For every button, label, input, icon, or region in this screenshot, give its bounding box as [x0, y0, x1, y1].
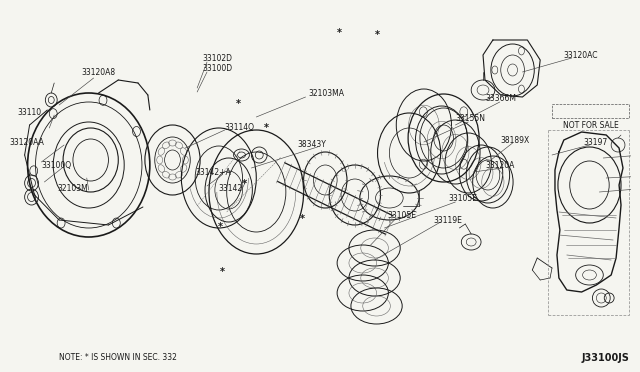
- Text: *: *: [220, 267, 225, 276]
- Text: 33100D: 33100D: [202, 64, 232, 73]
- Text: 33366M: 33366M: [485, 93, 516, 103]
- Text: *: *: [264, 124, 269, 133]
- Text: 33120AC: 33120AC: [564, 51, 598, 60]
- Text: 33110: 33110: [18, 108, 42, 116]
- Text: *: *: [337, 29, 342, 38]
- Text: *: *: [218, 222, 223, 232]
- Text: 33120A: 33120A: [485, 160, 515, 170]
- Text: 33142+A: 33142+A: [195, 167, 231, 176]
- Text: 33142: 33142: [219, 183, 243, 192]
- Text: 32103MA: 32103MA: [308, 89, 344, 97]
- Text: 33105E: 33105E: [449, 193, 477, 202]
- Bar: [552, 104, 629, 118]
- Text: 33120A8: 33120A8: [82, 67, 116, 77]
- Text: 33102D: 33102D: [202, 54, 232, 62]
- Text: 33114Q: 33114Q: [225, 122, 255, 131]
- Text: *: *: [300, 215, 305, 224]
- Text: *: *: [236, 99, 241, 109]
- Text: 32103M: 32103M: [57, 183, 88, 192]
- Text: *: *: [375, 31, 380, 40]
- Text: 38343Y: 38343Y: [298, 140, 326, 148]
- Text: 33105E: 33105E: [387, 211, 417, 219]
- Text: 33119E: 33119E: [434, 215, 463, 224]
- Text: NOT FOR SALE: NOT FOR SALE: [563, 121, 619, 129]
- Text: 33155N: 33155N: [456, 113, 485, 122]
- Text: 33197: 33197: [584, 138, 608, 147]
- Text: NOTE: * IS SHOWN IN SEC. 332: NOTE: * IS SHOWN IN SEC. 332: [59, 353, 177, 362]
- Text: *: *: [243, 179, 247, 189]
- Text: 38189X: 38189X: [500, 135, 530, 144]
- Text: J33100JS: J33100JS: [582, 353, 630, 363]
- Text: 33120AA: 33120AA: [10, 138, 45, 147]
- Text: 33100Q: 33100Q: [42, 160, 72, 170]
